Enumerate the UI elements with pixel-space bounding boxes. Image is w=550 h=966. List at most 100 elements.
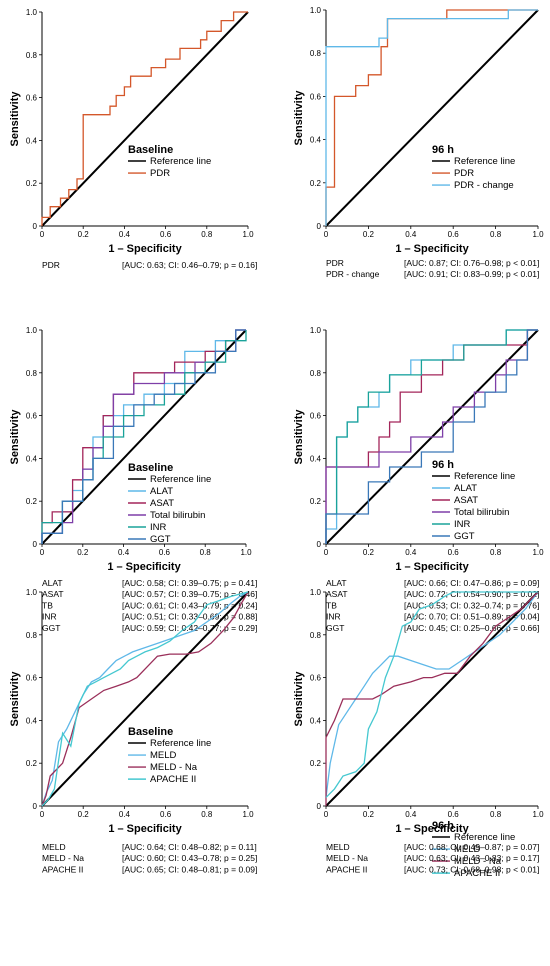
y-tick-label: 0.4 (26, 454, 38, 463)
y-tick-label: 0.8 (310, 631, 322, 640)
y-tick-label: 0.2 (310, 179, 322, 188)
stat-value: [AUC: 0.87; CI: 0.76–0.98; p < 0.01] (404, 258, 539, 268)
y-axis-label: Sensitivity (293, 90, 305, 146)
x-axis-label: 1 – Specificity (108, 243, 182, 255)
x-tick-label: 1.0 (242, 810, 254, 819)
x-tick-label: 0.6 (448, 548, 460, 557)
stat-value: [AUC: 0.63; CI: 0.43–0.83; p = 0.17] (404, 853, 539, 863)
legend-label: Reference line (150, 738, 211, 749)
x-tick-label: 0 (324, 230, 329, 239)
stat-label: GGT (326, 623, 344, 633)
y-tick-label: 0.6 (310, 412, 322, 421)
y-tick-label: 0.8 (26, 369, 38, 378)
x-tick-label: 0.4 (405, 230, 417, 239)
x-tick-label: 0.4 (118, 548, 130, 557)
legend-title: 96 h (432, 144, 454, 156)
x-tick-label: 0.6 (448, 810, 460, 819)
auc-stats: MELD [AUC: 0.68; CI: 0.49–0.87; p = 0.07]… (326, 842, 539, 874)
roc-panel-2: 0 0.2 0.4 0.6 0.8 1.0 0 0.2 0.4 0.6 0.8 1.0 1 – Spec… (293, 6, 544, 279)
legend-label: GGT (454, 531, 475, 542)
y-tick-label: 0.2 (26, 759, 38, 768)
x-tick-label: 0.8 (201, 810, 213, 819)
legend-label: MELD - Na (454, 856, 502, 867)
stat-label: MELD - Na (326, 853, 368, 863)
y-tick-label: 0 (33, 222, 38, 231)
x-axis-label: 1 – Specificity (395, 561, 469, 573)
stat-value: [AUC: 0.66; CI: 0.47–0.86; p = 0.09] (404, 578, 539, 588)
stat-value: [AUC: 0.45; CI: 0.25–0.66; p = 0.66] (404, 623, 539, 633)
legend-label: Reference line (150, 474, 211, 485)
x-tick-label: 0.2 (78, 230, 90, 239)
x-tick-label: 0.6 (160, 810, 172, 819)
y-tick-label: 0.4 (26, 716, 38, 725)
legend-label: ASAT (454, 495, 478, 506)
legend-title: Baseline (128, 462, 173, 474)
y-tick-label: 0.2 (26, 179, 38, 188)
stat-value: [AUC: 0.73; CI: 0.68–0.98; p < 0.01] (404, 864, 539, 874)
roc-curve-pdr (41, 11, 248, 226)
x-tick-label: 0.4 (119, 230, 131, 239)
x-tick-label: 0.6 (159, 548, 171, 557)
stat-value: [AUC: 0.70; CI: 0.51–0.89; p = 0.04] (404, 612, 539, 622)
y-tick-label: 0.6 (310, 92, 322, 101)
y-axis-label: Sensitivity (9, 409, 21, 465)
legend-label: MELD (150, 750, 177, 761)
y-tick-label: 0 (33, 540, 38, 549)
y-tick-label: 0.4 (310, 136, 322, 145)
stat-value: [AUC: 0.64; CI: 0.48–0.82; p = 0.11] (122, 842, 257, 852)
x-tick-label: 0.6 (448, 230, 460, 239)
x-tick-label: 0.4 (405, 548, 417, 557)
legend-label: Reference line (150, 156, 211, 167)
auc-stats: PDR [AUC: 0.63; CI: 0.46–0.79; p = 0.16] (42, 260, 257, 270)
x-tick-label: 1.0 (240, 548, 252, 557)
auc-stats: MELD [AUC: 0.64; CI: 0.48–0.82; p = 0.11]… (42, 842, 257, 874)
y-tick-label: 1.0 (26, 588, 38, 597)
reference-line (41, 329, 247, 545)
y-tick-label: 0.8 (26, 51, 38, 60)
roc-panel-4: 0 0.2 0.4 0.6 0.8 1.0 0 0.2 0.4 0.6 0.8 1.0 1 – Spec… (293, 326, 544, 633)
stat-label: TB (42, 600, 53, 610)
stat-label: INR (42, 612, 57, 622)
y-tick-label: 0 (317, 222, 322, 231)
stat-value: [AUC: 0.60; CI: 0.43–0.78; p = 0.25] (122, 853, 257, 863)
y-tick-label: 0.6 (26, 674, 38, 683)
reference-line (325, 9, 539, 227)
x-tick-label: 0.8 (490, 548, 502, 557)
roc-panel-6: 0 0.2 0.4 0.6 0.8 1.0 0 0.2 0.4 0.6 0.8 1.0 1 – Spec… (293, 588, 544, 879)
x-tick-label: 0 (40, 230, 45, 239)
roc-curve-meld (325, 591, 539, 798)
x-tick-label: 0.2 (363, 810, 375, 819)
legend-label: Total bilirubin (150, 510, 205, 521)
stat-label: PDR (42, 260, 60, 270)
y-axis-label: Sensitivity (9, 91, 21, 147)
x-tick-label: 1.0 (532, 230, 544, 239)
y-tick-label: 1.0 (26, 8, 38, 17)
y-tick-label: 0 (317, 802, 322, 811)
roc-panel-3: 0 0.2 0.4 0.6 0.8 1.0 0 0.2 0.4 0.6 0.8 1.0 1 – Spec… (9, 326, 257, 633)
roc-curve-total-bilirubin (325, 329, 538, 544)
legend-label: Reference line (454, 832, 515, 843)
legend-label: ALAT (454, 483, 477, 494)
x-axis-label: 1 – Specificity (108, 823, 182, 835)
y-tick-label: 0.6 (310, 674, 322, 683)
legend-title: 96 h (432, 459, 454, 471)
legend-label: Total bilirubin (454, 507, 509, 518)
x-tick-label: 0.8 (490, 810, 502, 819)
x-tick-label: 1.0 (532, 548, 544, 557)
legend-label: GGT (150, 534, 171, 545)
y-tick-label: 0.8 (26, 631, 38, 640)
x-tick-label: 0.6 (160, 230, 172, 239)
legend-label: ASAT (150, 498, 174, 509)
y-tick-label: 0.4 (310, 716, 322, 725)
legend-label: PDR (150, 168, 170, 179)
y-tick-label: 0.4 (26, 136, 38, 145)
stat-value: [AUC: 0.58; CI: 0.39–0.75; p = 0.41] (122, 578, 257, 588)
y-tick-label: 1.0 (310, 588, 322, 597)
x-axis-label: 1 – Specificity (395, 823, 469, 835)
legend-label: MELD - Na (150, 762, 198, 773)
